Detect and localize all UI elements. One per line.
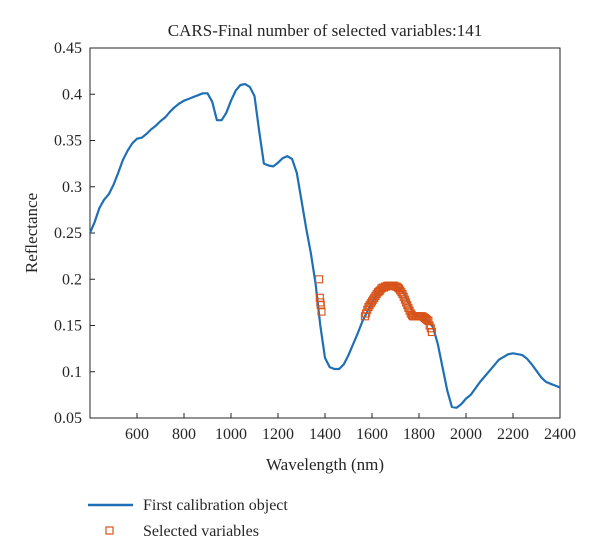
y-tick-label: 0.15 <box>54 318 82 335</box>
x-tick-label: 1000 <box>215 426 247 443</box>
selected-variable-marker <box>400 295 409 304</box>
y-tick-label: 0.35 <box>54 133 82 150</box>
selected-variable-marker <box>315 275 324 284</box>
legend-marker-swatch <box>105 526 114 535</box>
selected-variable-marker <box>423 315 432 325</box>
selected-variable-marker <box>399 292 408 301</box>
x-tick-label: 2400 <box>544 426 576 443</box>
y-tick-label: 0.25 <box>54 225 82 242</box>
y-tick-label: 0.1 <box>62 364 82 381</box>
y-axis-label: Reflectance <box>22 193 41 273</box>
chart-title: CARS-Final number of selected variables:… <box>168 21 482 40</box>
series-layer <box>88 83 561 409</box>
x-tick-label: 1200 <box>262 426 294 443</box>
selected-variable-marker <box>427 327 436 337</box>
y-tick-label: 0.3 <box>62 179 82 196</box>
selected-variable-marker <box>398 290 407 299</box>
y-tick-label: 0.05 <box>54 410 82 427</box>
x-tick-label: 1400 <box>309 426 341 443</box>
x-tick-label: 600 <box>125 426 149 443</box>
plot-area <box>89 47 561 419</box>
y-axis: 0.05 0.1 0.15 0.2 0.25 0.3 0.35 0.4 0.45 <box>54 40 95 427</box>
x-tick-label: 2200 <box>497 426 529 443</box>
x-axis-label: Wavelength (nm) <box>266 455 384 474</box>
x-tick-label: 800 <box>172 426 196 443</box>
x-tick-label: 1600 <box>356 426 388 443</box>
x-tick-label: 1800 <box>403 426 435 443</box>
x-axis: 600 800 1000 1200 1400 1600 1800 2000 2200 2400 <box>125 413 576 443</box>
y-tick-label: 0.2 <box>62 271 82 288</box>
selected-variable-marker <box>317 307 326 316</box>
legend: First calibration object Selected variab… <box>88 497 288 540</box>
selected-variable-marker <box>403 301 412 310</box>
selected-variable-marker <box>402 298 411 307</box>
spectrum-line <box>88 83 561 409</box>
x-tick-label: 2000 <box>450 426 482 443</box>
y-tick-label: 0.4 <box>62 86 82 103</box>
selected-variable-marker <box>316 301 325 310</box>
legend-label-line: First calibration object <box>143 497 288 514</box>
y-tick-label: 0.45 <box>54 40 82 57</box>
legend-label-markers: Selected variables <box>143 523 259 540</box>
